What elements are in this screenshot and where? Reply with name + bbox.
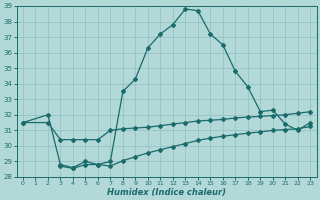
X-axis label: Humidex (Indice chaleur): Humidex (Indice chaleur) (107, 188, 226, 197)
